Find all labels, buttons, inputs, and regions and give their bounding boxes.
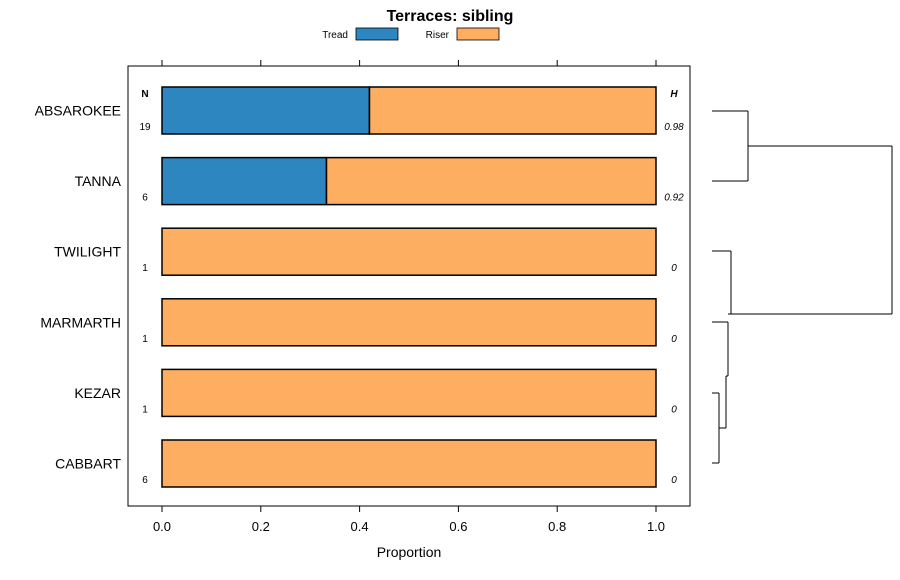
n-header: N — [141, 89, 148, 100]
legend-swatch-riser — [456, 27, 500, 41]
category-label: TANNA — [75, 173, 122, 189]
bar-absarokee-tread — [161, 86, 371, 135]
legend-label-tread: Tread — [322, 30, 348, 41]
bar-marmarth-riser — [161, 298, 657, 347]
h-value: 0 — [671, 475, 677, 486]
h-header: H — [670, 89, 678, 100]
category-label: CABBART — [55, 456, 121, 472]
h-value: 0 — [671, 263, 677, 274]
x-axis: 0.0 0.2 0.4 0.6 0.8 1.0 — [153, 60, 665, 534]
bar-absarokee-riser — [368, 86, 657, 135]
h-value: 0 — [671, 404, 677, 415]
category-label: TWILIGHT — [54, 244, 121, 260]
x-tick-label: 0.0 — [153, 519, 171, 534]
category-label: KEZAR — [74, 385, 121, 401]
plot-panel — [127, 65, 691, 507]
n-value: 1 — [142, 404, 148, 415]
h-value: 0 — [671, 334, 677, 345]
n-value: 1 — [142, 334, 148, 345]
n-value: 6 — [142, 475, 148, 486]
category-label: MARMARTH — [40, 314, 121, 330]
bar-tanna-riser — [325, 156, 657, 206]
x-tick-label: 0.8 — [548, 519, 566, 534]
x-tick-label: 1.0 — [647, 519, 665, 534]
n-value: 19 — [139, 122, 151, 133]
h-value: 0.92 — [664, 193, 684, 204]
legend-label-riser: Riser — [426, 30, 450, 41]
n-value: 6 — [142, 193, 148, 204]
bar-tanna-tread — [161, 156, 328, 206]
h-value: 0.98 — [664, 122, 684, 133]
bar-twilight-riser — [161, 227, 657, 276]
annotations: 19 0.98 6 0.92 1 0 1 0 1 0 6 0 N H — [139, 89, 684, 486]
x-tick-label: 0.2 — [252, 519, 270, 534]
bar-kezar-riser — [161, 368, 657, 418]
n-value: 1 — [142, 263, 148, 274]
x-axis-title: Proportion — [377, 544, 442, 560]
category-label: ABSAROKEE — [35, 103, 121, 119]
x-tick-label: 0.4 — [351, 519, 369, 534]
dendrogram — [712, 110, 893, 464]
legend: Tread Riser — [322, 27, 500, 41]
legend-swatch-tread — [355, 27, 399, 41]
bar-cabbart-riser — [161, 439, 657, 488]
bars — [161, 86, 657, 488]
category-labels: ABSAROKEE TANNA TWILIGHT MARMARTH KEZAR CABBA… — [35, 103, 122, 472]
x-tick-label: 0.6 — [449, 519, 467, 534]
chart-title: Terraces: sibling — [387, 8, 514, 25]
